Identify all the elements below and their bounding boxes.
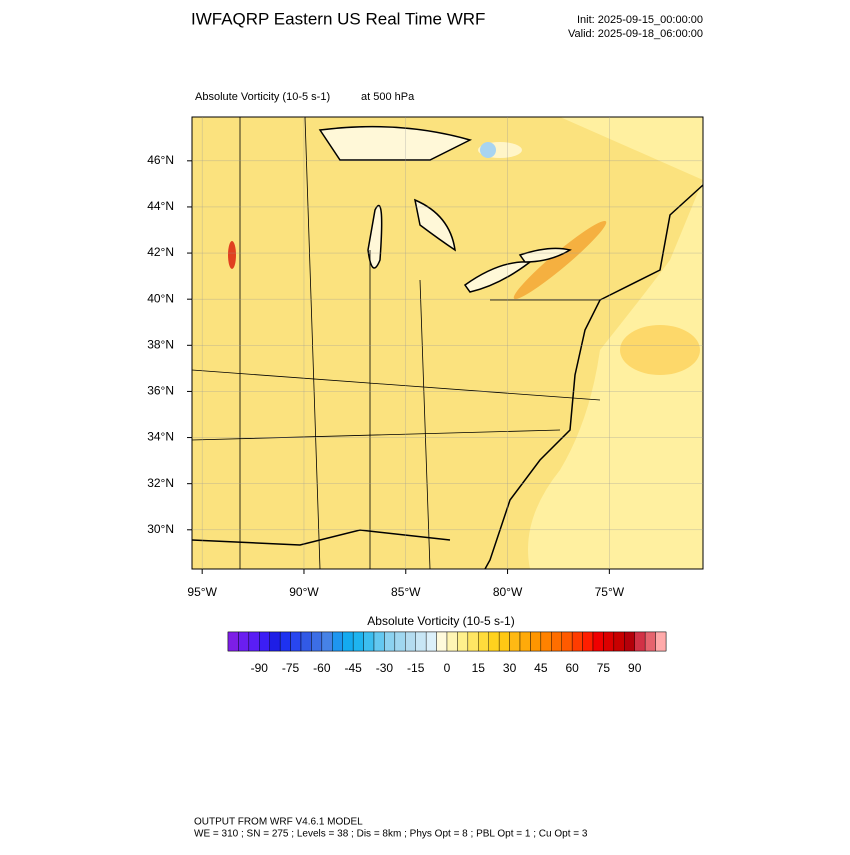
- colorbar-box: [300, 631, 312, 652]
- x-tick-label: 80°W: [493, 585, 523, 599]
- lake: [318, 125, 473, 161]
- colorbar-box: [279, 631, 291, 652]
- vorticity-blob: [513, 220, 607, 300]
- colorbar-box: [582, 631, 594, 652]
- colorbar-box: [488, 631, 500, 652]
- colorbar-label: 0: [444, 661, 451, 675]
- colorbar-label: -30: [376, 661, 394, 675]
- title: IWFAQRP Eastern US Real Time WRF: [191, 9, 485, 28]
- colorbar-box: [498, 631, 510, 652]
- colorbar-box: [394, 631, 406, 652]
- colorbar-box: [259, 631, 270, 652]
- map-frame: [191, 116, 704, 570]
- y-tick-label: 38°N: [147, 337, 174, 351]
- colorbar-box: [540, 631, 552, 652]
- colorbar-box: [592, 631, 604, 652]
- colorbar-box: [311, 631, 323, 652]
- lake: [518, 247, 572, 263]
- footer-line: WE = 310 ; SN = 275 ; Levels = 38 ; Dis …: [194, 829, 588, 840]
- colorbar-box: [644, 631, 656, 652]
- colorbar-label: 45: [534, 661, 548, 675]
- colorbar-box: [290, 631, 302, 652]
- colorbar-label: -90: [251, 661, 269, 675]
- colorbar-box: [269, 631, 281, 652]
- colorbar-box: [655, 631, 667, 652]
- colorbar-label: 75: [597, 661, 611, 675]
- x-tick-label: 90°W: [289, 585, 319, 599]
- colorbar-box: [373, 631, 385, 652]
- y-tick-label: 30°N: [147, 522, 174, 536]
- field-name: Absolute Vorticity (10-5 s-1): [195, 91, 330, 103]
- colorbar-box: [530, 631, 542, 652]
- colorbar-box: [551, 631, 562, 652]
- colorbar-box: [415, 631, 427, 652]
- colorbar-box: [436, 631, 448, 652]
- colorbar-box: [613, 631, 625, 652]
- colorbar-box: [561, 631, 573, 652]
- colorbar-title: Absolute Vorticity (10-5 s-1): [367, 614, 514, 628]
- y-tick-label: 34°N: [147, 430, 174, 444]
- colorbar-box: [405, 631, 416, 652]
- colorbar-label: 90: [628, 661, 642, 675]
- y-tick-label: 40°N: [147, 291, 174, 305]
- y-tick-label: 44°N: [147, 199, 174, 213]
- colorbar-label: -60: [313, 661, 331, 675]
- colorbar-box: [478, 631, 489, 652]
- colorbar-label: -75: [282, 661, 300, 675]
- y-tick-label: 36°N: [147, 384, 174, 398]
- colorbar-box: [571, 631, 583, 652]
- state-borders: [191, 116, 601, 570]
- colorbar-box: [603, 631, 615, 652]
- colorbar-label: -15: [407, 661, 425, 675]
- colorbar-box: [457, 631, 469, 652]
- map: [191, 116, 704, 570]
- colorbar-box: [321, 631, 333, 652]
- colorbar-box: [352, 631, 364, 652]
- y-tick-label: 32°N: [147, 476, 174, 490]
- footer-line: OUTPUT FROM WRF V4.6.1 MODEL: [194, 817, 363, 828]
- colorbar-box: [519, 631, 531, 652]
- colorbar-box: [425, 631, 437, 652]
- level: at 500 hPa: [361, 91, 415, 103]
- x-tick-label: 75°W: [595, 585, 625, 599]
- colorbar-label: 60: [565, 661, 579, 675]
- colorbar-label: -45: [344, 661, 362, 675]
- x-tick-label: 85°W: [391, 585, 421, 599]
- colorbar-box: [446, 631, 458, 652]
- lake: [413, 198, 456, 252]
- colorbar-box: [248, 631, 260, 652]
- colorbar-box: [238, 631, 250, 652]
- colorbar-box: [624, 631, 635, 652]
- colorbar-label: 15: [472, 661, 486, 675]
- coastline: [191, 529, 451, 546]
- negative-spot: [480, 142, 496, 158]
- init-time: Init: 2025-09-15_00:00:00: [577, 14, 703, 26]
- x-tick-label: 95°W: [187, 585, 217, 599]
- vorticity-blob: [228, 241, 236, 269]
- colorbar-box: [332, 631, 343, 652]
- colorbar-box: [634, 631, 646, 652]
- colorbar-box: [363, 631, 375, 652]
- colorbar-label: 30: [503, 661, 517, 675]
- y-tick-label: 42°N: [147, 245, 174, 259]
- colorbar-box: [227, 631, 239, 652]
- colorbar-box: [467, 631, 479, 652]
- colorbar-box: [509, 631, 521, 652]
- vorticity-blob: [620, 325, 700, 375]
- valid-time: Valid: 2025-09-18_06:00:00: [568, 28, 703, 40]
- coastline: [484, 184, 704, 570]
- ocean: [528, 117, 703, 569]
- y-tick-label: 46°N: [147, 153, 174, 167]
- colorbar-box: [342, 631, 354, 652]
- colorbar-box: [384, 631, 396, 652]
